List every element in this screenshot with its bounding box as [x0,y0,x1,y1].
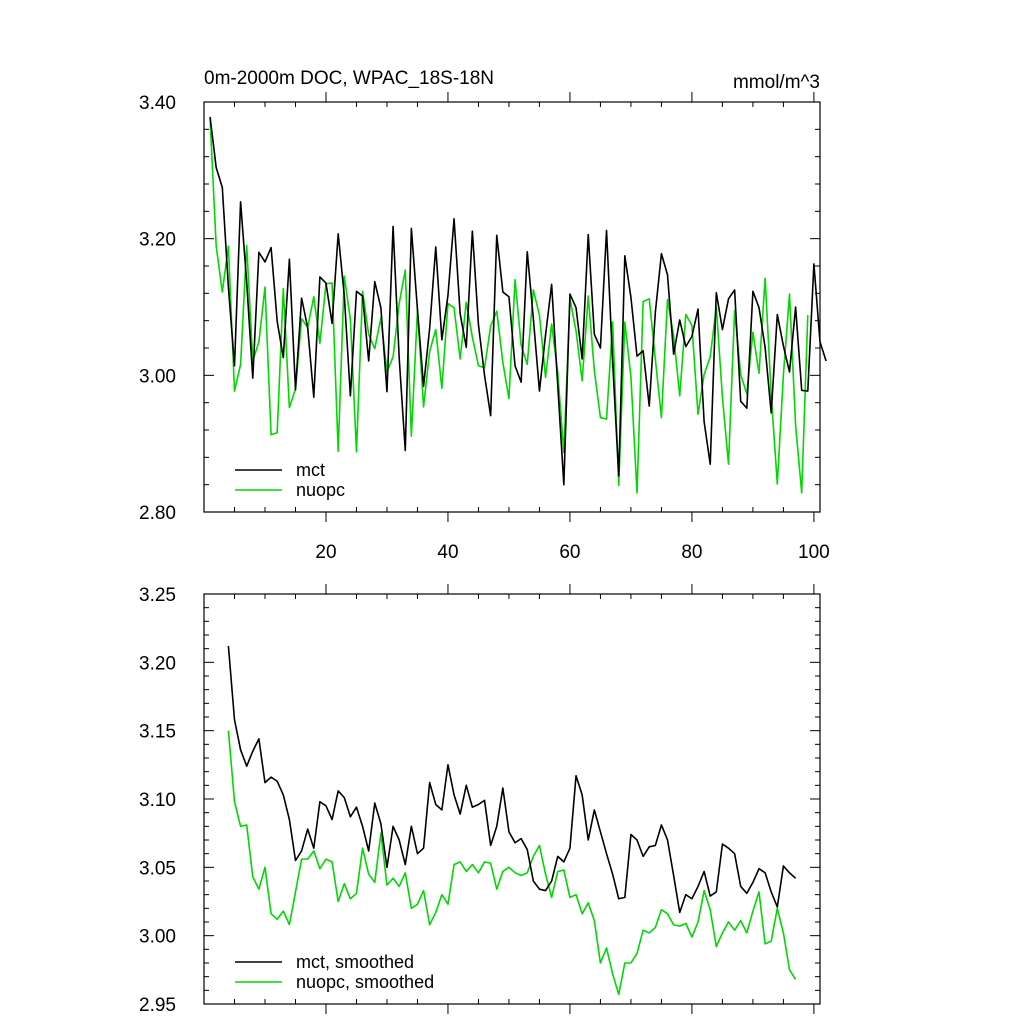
y-tick-label: 3.15 [139,722,176,743]
y-tick-label: 3.00 [139,366,176,387]
series-line-nuopc [209,119,809,494]
y-tick-label: 3.05 [139,858,176,879]
y-tick-label: 3.00 [139,927,176,948]
legend-label: mct [296,460,325,480]
y-tick-label: 3.25 [139,585,176,606]
series-line-mct-smoothed [227,645,797,914]
plot-frame [203,101,821,513]
y-tick-label: 3.20 [139,653,176,674]
y-tick-label: 3.10 [139,790,176,811]
y-tick-label: 3.20 [139,230,176,251]
x-tick-label: 60 [559,542,580,563]
legend-label: mct, smoothed [296,952,414,972]
x-tick-label: 100 [798,542,830,563]
x-tick-label: 80 [681,542,702,563]
legend-label: nuopc, smoothed [296,972,434,992]
plot-frame [203,593,821,1005]
y-tick-label: 2.80 [139,503,176,524]
x-tick-label: 20 [315,542,336,563]
legend-label: nuopc [296,480,345,500]
units-label: mmol/m^3 [733,72,820,93]
y-tick-label: 2.95 [139,995,176,1016]
y-tick-label: 3.40 [139,93,176,114]
bottom-panel: 2.95 3.00 3.05 3.10 3.15 3.20 3.25 mct, smooth… [139,584,821,1016]
top-panel: 0m-2000m DOC, WPAC_18S-18N mmol/m^3 2.80… [139,68,830,563]
chart-title: 0m-2000m DOC, WPAC_18S-18N [204,68,494,89]
series-line-mct [209,116,827,486]
x-tick-label: 40 [437,542,458,563]
series-line-nuopc-smoothed [227,730,797,996]
